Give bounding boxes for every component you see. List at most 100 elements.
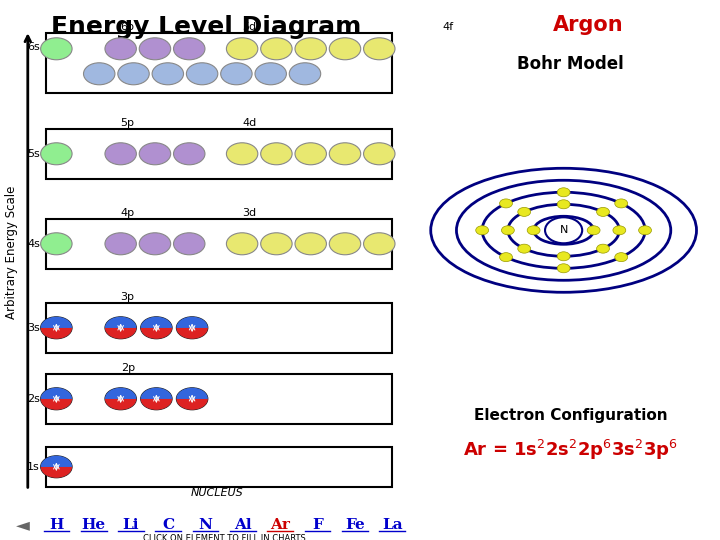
Circle shape — [501, 226, 514, 235]
Circle shape — [174, 38, 205, 60]
Text: 5d: 5d — [242, 22, 256, 32]
Circle shape — [329, 233, 361, 255]
Text: N: N — [199, 518, 212, 532]
Circle shape — [557, 264, 570, 273]
Circle shape — [545, 217, 582, 244]
Circle shape — [84, 63, 115, 85]
Wedge shape — [105, 317, 136, 328]
Circle shape — [186, 63, 218, 85]
Circle shape — [295, 233, 326, 255]
Text: Fe: Fe — [345, 518, 365, 532]
Circle shape — [527, 226, 540, 235]
Text: 5p: 5p — [121, 118, 135, 128]
Text: NUCLEUS: NUCLEUS — [191, 488, 243, 498]
Bar — [45, 219, 392, 269]
Circle shape — [176, 388, 208, 410]
Text: 2p: 2p — [121, 363, 135, 373]
Text: 3p: 3p — [121, 292, 135, 302]
Circle shape — [261, 233, 292, 255]
Circle shape — [139, 38, 171, 60]
Circle shape — [364, 38, 395, 60]
Circle shape — [226, 143, 258, 165]
Bar — [45, 374, 392, 424]
Wedge shape — [105, 328, 136, 339]
Wedge shape — [40, 328, 72, 339]
Text: Electron Configuration: Electron Configuration — [474, 408, 667, 423]
Wedge shape — [140, 317, 172, 328]
Circle shape — [226, 233, 258, 255]
Circle shape — [40, 143, 72, 165]
Wedge shape — [40, 388, 72, 399]
Circle shape — [615, 199, 628, 208]
Text: F: F — [312, 518, 323, 532]
Circle shape — [613, 226, 626, 235]
Text: 6p: 6p — [121, 22, 135, 32]
Circle shape — [518, 207, 531, 217]
Circle shape — [518, 244, 531, 253]
Circle shape — [329, 143, 361, 165]
Text: Al: Al — [234, 518, 252, 532]
Circle shape — [364, 143, 395, 165]
Circle shape — [226, 38, 258, 60]
Wedge shape — [105, 399, 136, 410]
Text: Argon: Argon — [553, 15, 624, 35]
Circle shape — [140, 317, 172, 339]
Wedge shape — [140, 328, 172, 339]
Circle shape — [139, 233, 171, 255]
Text: La: La — [382, 518, 402, 532]
Circle shape — [500, 199, 513, 208]
Circle shape — [140, 388, 172, 410]
Bar — [45, 303, 392, 353]
Circle shape — [152, 63, 184, 85]
Circle shape — [174, 143, 205, 165]
Circle shape — [597, 207, 609, 217]
Text: Ar = 1s$^2$2s$^2$2p$^6$3s$^2$3p$^6$: Ar = 1s$^2$2s$^2$2p$^6$3s$^2$3p$^6$ — [463, 438, 678, 462]
Wedge shape — [176, 328, 208, 339]
Circle shape — [105, 38, 136, 60]
Text: N: N — [559, 225, 568, 235]
Text: 1s: 1s — [27, 462, 40, 472]
Circle shape — [261, 38, 292, 60]
Circle shape — [329, 38, 361, 60]
Circle shape — [40, 38, 72, 60]
Circle shape — [500, 253, 513, 262]
Wedge shape — [40, 456, 72, 467]
Circle shape — [476, 226, 489, 235]
Circle shape — [557, 252, 570, 261]
Text: ◄: ◄ — [16, 516, 30, 534]
Bar — [45, 129, 392, 179]
Circle shape — [40, 233, 72, 255]
Text: 4d: 4d — [242, 118, 256, 128]
Wedge shape — [140, 399, 172, 410]
Wedge shape — [40, 317, 72, 328]
Text: He: He — [81, 518, 106, 532]
Text: C: C — [162, 518, 174, 532]
Circle shape — [176, 317, 208, 339]
Circle shape — [40, 456, 72, 478]
Wedge shape — [176, 317, 208, 328]
Circle shape — [597, 244, 609, 253]
Text: Ar: Ar — [270, 518, 290, 532]
Circle shape — [557, 188, 570, 197]
Circle shape — [615, 253, 628, 262]
Text: 2s: 2s — [27, 394, 40, 404]
Circle shape — [255, 63, 287, 85]
Circle shape — [105, 388, 136, 410]
Wedge shape — [40, 467, 72, 478]
Circle shape — [289, 63, 320, 85]
Text: Arbitrary Energy Scale: Arbitrary Energy Scale — [5, 186, 18, 320]
Circle shape — [105, 317, 136, 339]
Wedge shape — [105, 388, 136, 399]
Wedge shape — [140, 388, 172, 399]
Circle shape — [295, 143, 326, 165]
Text: 3d: 3d — [242, 208, 256, 218]
Text: Energy Level Diagram: Energy Level Diagram — [51, 15, 361, 39]
Circle shape — [139, 143, 171, 165]
Text: Li: Li — [122, 518, 139, 532]
Text: 5s: 5s — [27, 149, 40, 159]
Text: Bohr Model: Bohr Model — [518, 55, 624, 73]
Bar — [45, 33, 392, 93]
Circle shape — [40, 388, 72, 410]
Text: H: H — [49, 518, 63, 532]
Circle shape — [639, 226, 652, 235]
